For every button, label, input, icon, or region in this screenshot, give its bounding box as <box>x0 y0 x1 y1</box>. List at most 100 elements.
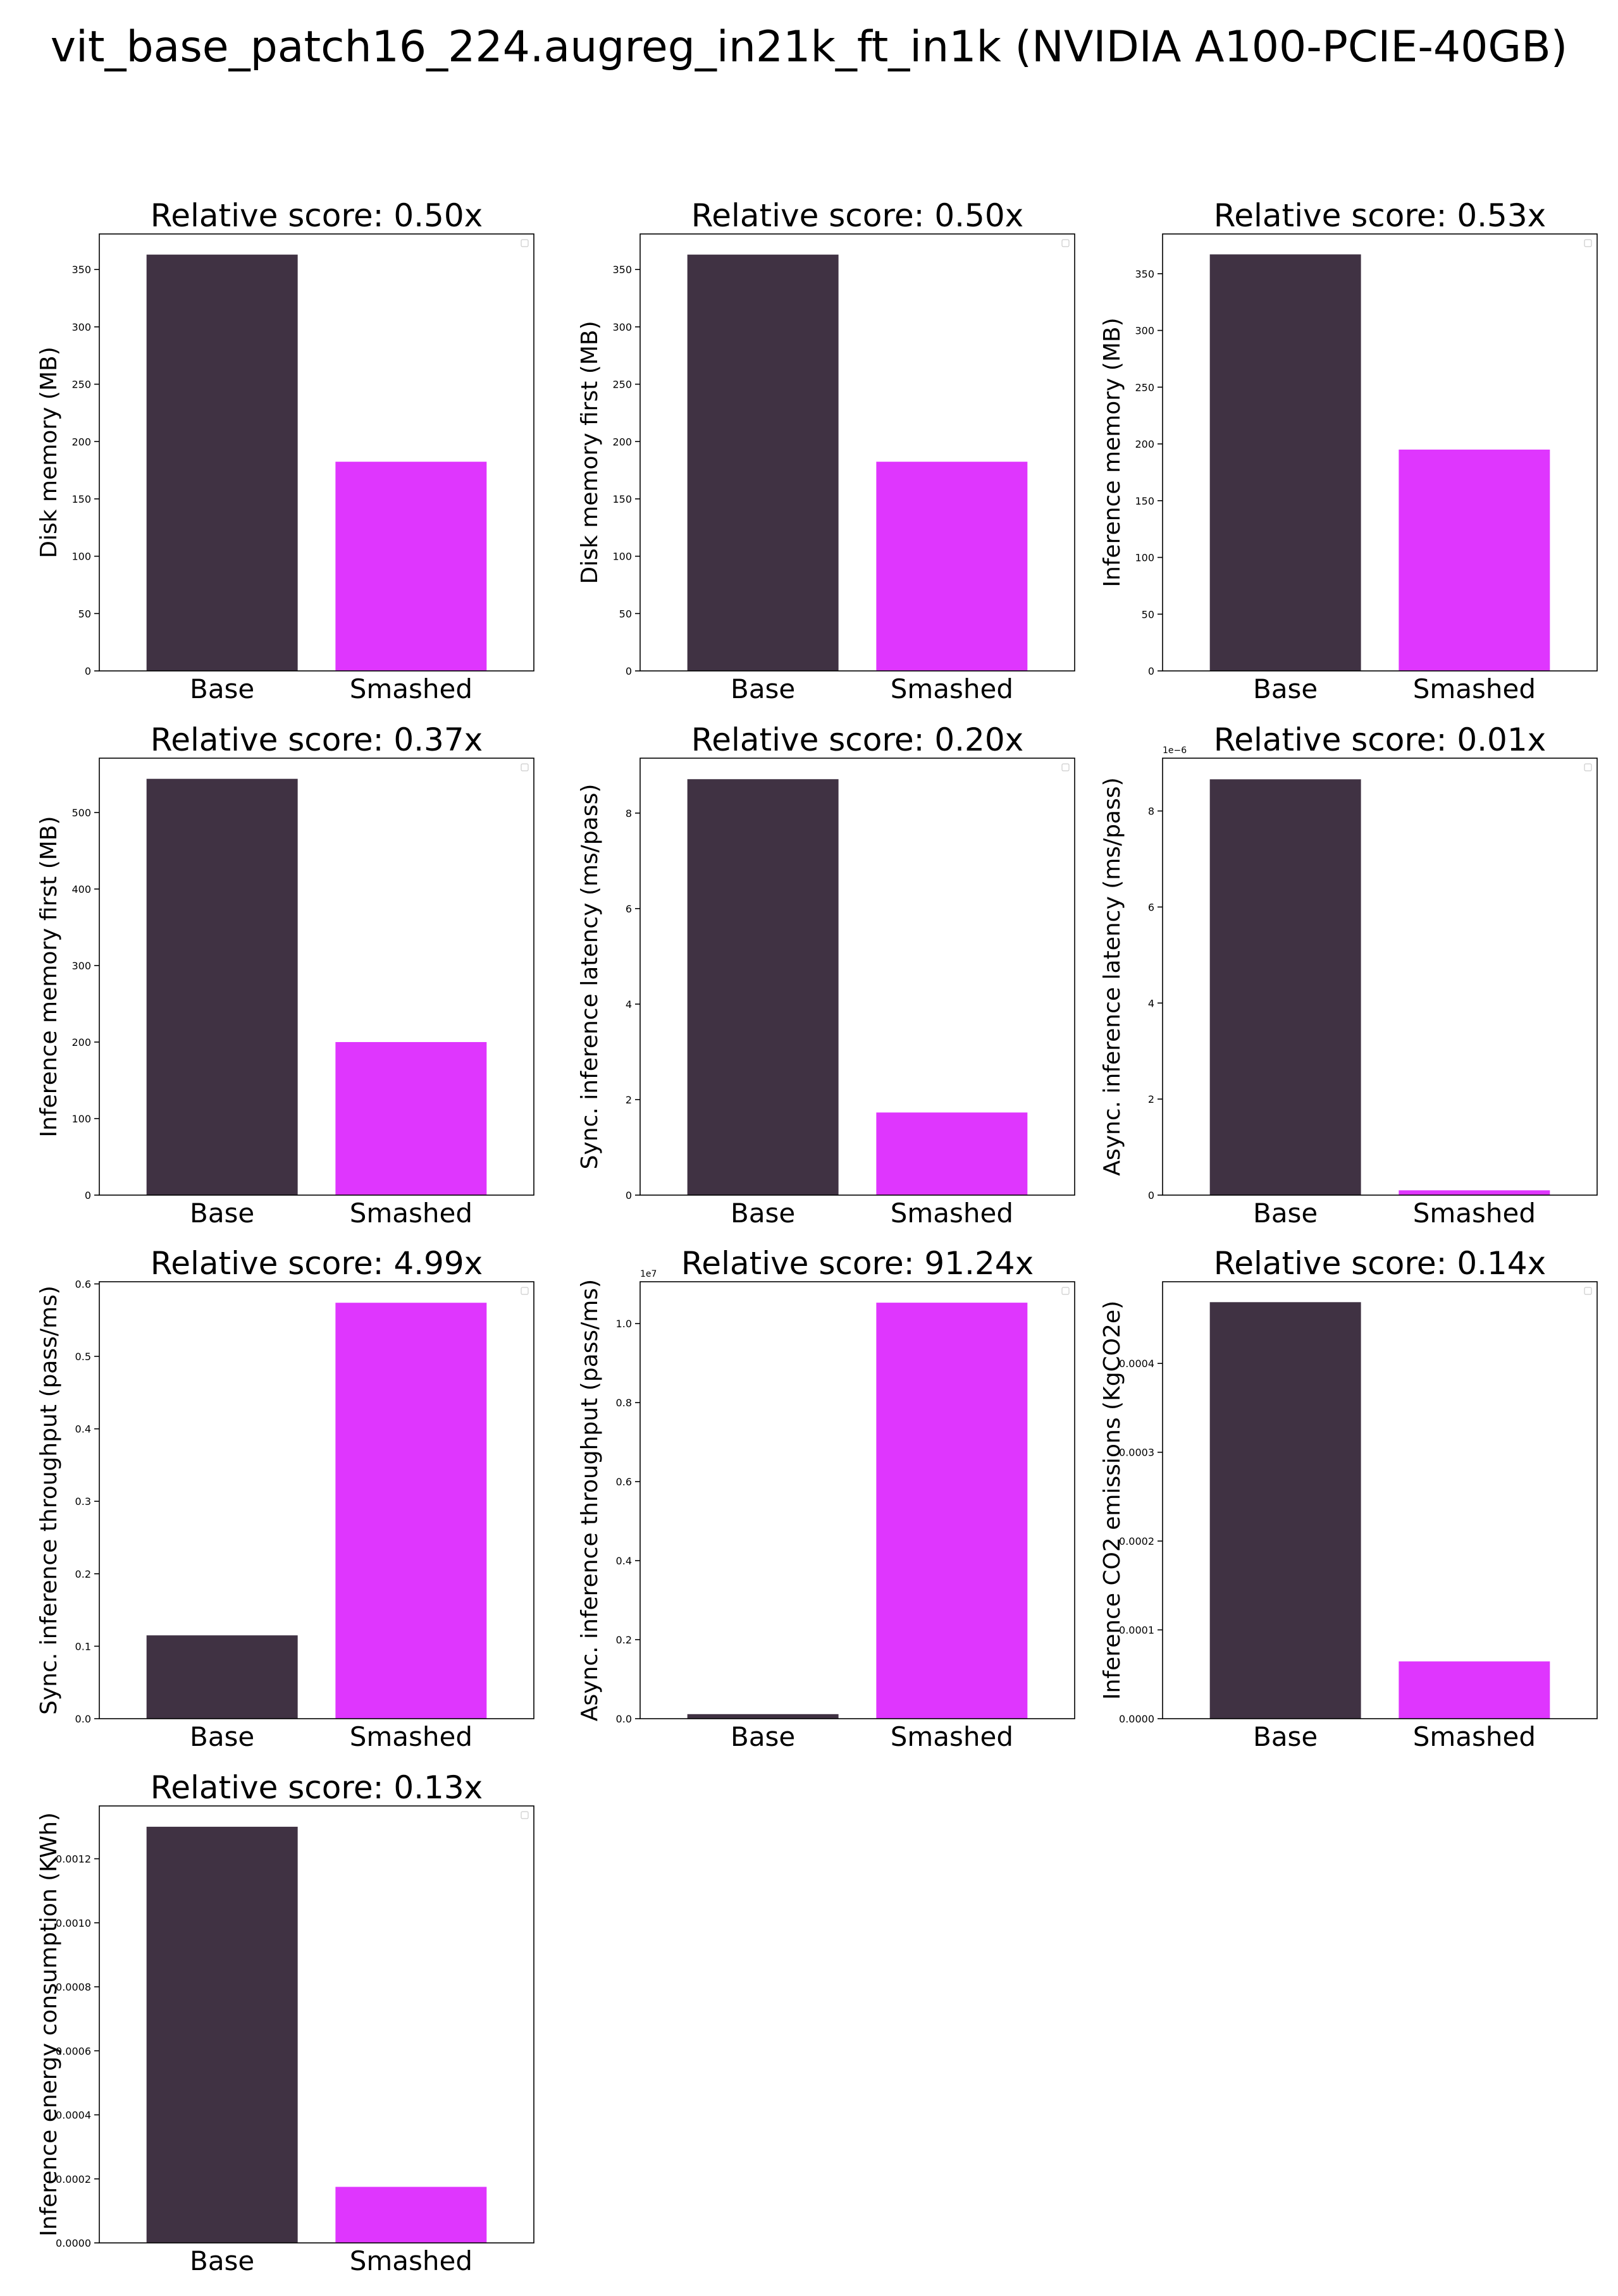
subplot-title: Relative score: 0.14x <box>1214 1245 1547 1282</box>
y-tick-label: 50 <box>1142 608 1154 620</box>
y-axis-label: Sync. inference throughput (pass/ms) <box>36 1286 62 1715</box>
y-tick-label: 100 <box>71 551 91 563</box>
y-tick-label: 0.0001 <box>1119 1624 1154 1636</box>
y-tick-label: 200 <box>71 436 91 448</box>
y-tick-label: 200 <box>1135 438 1154 450</box>
y-tick-label: 0.0006 <box>56 2045 91 2057</box>
y-tick-label: 50 <box>619 608 632 620</box>
bar-base <box>146 254 298 672</box>
y-tick-label: 2 <box>626 1094 632 1106</box>
x-tick-label: Smashed <box>891 1198 1013 1229</box>
x-tick-label: Smashed <box>891 1721 1013 1752</box>
y-axis-label: Disk memory (MB) <box>36 347 62 558</box>
y-offset-text: 1e7 <box>640 1269 657 1279</box>
y-tick-label: 0.8 <box>616 1397 632 1409</box>
y-tick-label: 350 <box>1135 268 1154 280</box>
y-tick-label: 50 <box>78 608 91 620</box>
axes-frame <box>639 233 1075 672</box>
y-tick-label: 2 <box>1148 1093 1154 1105</box>
y-tick-label: 1.0 <box>616 1318 632 1330</box>
y-tick-label: 300 <box>71 321 91 333</box>
y-tick-label: 250 <box>1135 381 1154 393</box>
bar-base <box>687 1714 839 1719</box>
axes-frame <box>1162 233 1598 672</box>
axes-frame <box>99 758 534 1196</box>
y-tick-label: 300 <box>1135 325 1154 337</box>
y-tick-label: 350 <box>71 264 91 276</box>
x-tick-label: Base <box>1253 1721 1318 1752</box>
bar-smashed <box>876 462 1028 671</box>
bar-smashed <box>335 2187 487 2243</box>
axes-frame <box>99 1281 534 1719</box>
subplot-8: Base Smashed 0.0 0.2 0.4 0.6 0.8 1.0 1e7 Relative… <box>577 1245 1075 1752</box>
y-axis-label: Async. inference latency (ms/pass) <box>1099 777 1125 1176</box>
y-tick-label: 200 <box>612 436 632 448</box>
bar-base <box>1209 1302 1361 1719</box>
x-tick-label: Base <box>1253 1198 1318 1229</box>
y-tick-label: 300 <box>71 960 91 972</box>
subplot-title: Relative score: 0.13x <box>151 1769 483 1806</box>
y-tick-label: 0.0 <box>75 1713 91 1725</box>
subplot-title: Relative score: 0.37x <box>151 721 483 758</box>
bar-smashed <box>1399 1190 1550 1195</box>
subplot-title: Relative score: 0.50x <box>691 197 1024 234</box>
y-tick-label: 0.3 <box>75 1495 91 1507</box>
y-axis-label: Inference memory (MB) <box>1099 317 1125 587</box>
subplot-6: Base Smashed 0 2 4 6 8 1e−6 Relative score: 0.01… <box>1099 721 1598 1229</box>
legend-box <box>1061 239 1070 247</box>
y-tick-label: 0.0004 <box>56 2109 91 2121</box>
subplot-title: Relative score: 91.24x <box>681 1245 1034 1282</box>
y-axis-label: Sync. inference latency (ms/pass) <box>577 784 603 1170</box>
y-tick-label: 0.5 <box>75 1351 91 1363</box>
subplot-title: Relative score: 4.99x <box>151 1245 483 1282</box>
y-tick-label: 0.0012 <box>56 1853 91 1865</box>
y-tick-label: 0 <box>85 1189 91 1201</box>
x-tick-label: Base <box>1253 673 1318 704</box>
legend-box <box>1584 763 1592 771</box>
y-tick-label: 0.0008 <box>56 1981 91 1993</box>
y-tick-label: 0.0010 <box>56 1917 91 1929</box>
x-tick-label: Smashed <box>891 673 1013 704</box>
axes-frame <box>1162 1281 1598 1719</box>
y-tick-label: 0 <box>85 665 91 677</box>
subplot-2: Base Smashed 0 50 100 150 200 250 300 350 Relative… <box>577 197 1075 704</box>
axes-frame <box>639 758 1075 1196</box>
bar-base <box>146 778 298 1195</box>
bar-smashed <box>1399 1661 1550 1719</box>
bar-base <box>146 1826 298 2243</box>
y-tick-label: 0.1 <box>75 1640 91 1652</box>
bar-base <box>146 1635 298 1719</box>
subplot-1: Base Smashed 0 50 100 150 200 250 300 350 Relative… <box>36 197 534 704</box>
bar-smashed <box>876 1303 1028 1719</box>
y-tick-label: 4 <box>1148 997 1154 1009</box>
y-tick-label: 0.0 <box>616 1713 632 1725</box>
y-tick-label: 0.6 <box>616 1476 632 1488</box>
y-tick-label: 0.0000 <box>56 2237 91 2249</box>
bar-smashed <box>876 1112 1028 1195</box>
y-tick-label: 250 <box>71 379 91 391</box>
subplot-title: Relative score: 0.01x <box>1214 721 1547 758</box>
subplot-title: Relative score: 0.53x <box>1214 197 1547 234</box>
legend-box <box>521 1287 529 1295</box>
subplot-title: Relative score: 0.50x <box>151 197 483 234</box>
y-tick-label: 300 <box>612 321 632 333</box>
axes-frame <box>1162 758 1598 1196</box>
legend-box <box>521 763 529 771</box>
x-tick-label: Base <box>731 1721 795 1752</box>
y-tick-label: 6 <box>1148 901 1154 913</box>
y-tick-label: 0.0004 <box>1119 1358 1154 1370</box>
y-tick-label: 350 <box>612 264 632 276</box>
legend-box <box>1584 1287 1592 1295</box>
bar-base <box>1209 779 1361 1195</box>
y-tick-label: 0 <box>1148 665 1154 677</box>
subplot-4: Base Smashed 0 100 200 300 400 500 Relative scor… <box>36 721 534 1229</box>
subplot-3: Base Smashed 0 50 100 150 200 250 300 350 Relative… <box>1099 197 1598 704</box>
y-tick-label: 4 <box>626 998 632 1010</box>
y-axis-label: Disk memory first (MB) <box>577 321 603 584</box>
x-tick-label: Smashed <box>350 1198 472 1229</box>
bar-base <box>1209 254 1361 671</box>
y-tick-label: 0.0002 <box>56 2173 91 2185</box>
x-tick-label: Base <box>190 1721 254 1752</box>
y-tick-label: 8 <box>626 807 632 820</box>
x-tick-label: Smashed <box>1413 1721 1536 1752</box>
